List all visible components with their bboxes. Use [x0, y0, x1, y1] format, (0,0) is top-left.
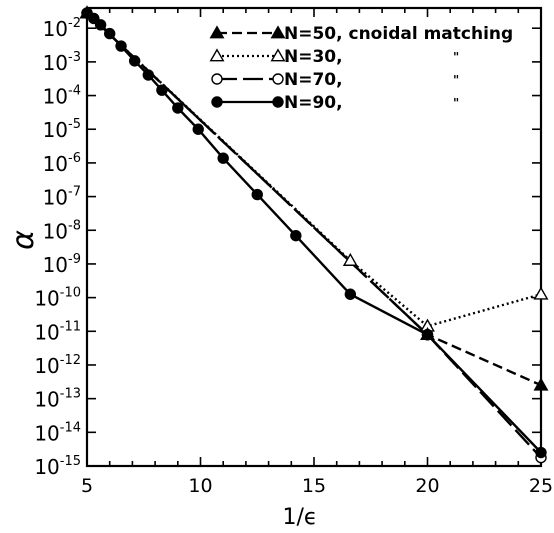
circle-filled-marker [535, 446, 547, 459]
y-tick-label: 10-12 [34, 353, 81, 378]
y-tick-label: 10-11 [34, 319, 81, 344]
circle-filled-marker [217, 152, 229, 164]
triangle-open-marker [533, 286, 549, 300]
series-markers-circle-filled [81, 7, 547, 459]
y-tick-label: 10-9 [43, 252, 81, 277]
legend-ditto: " [453, 73, 459, 87]
series-triangle-filled [86, 12, 542, 387]
circle-filled-marker [88, 12, 100, 25]
y-tick-label: 10-2 [43, 16, 81, 41]
x-tick-label: 15 [302, 475, 326, 497]
series-circle-filled [86, 12, 542, 454]
triangle-open-marker [270, 48, 286, 62]
circle-filled-marker [103, 27, 116, 40]
circle-filled-marker [142, 69, 154, 81]
series-line [86, 12, 542, 387]
legend: N=50, cnoidal matching N=30, " N=70, " N=90, " [209, 24, 513, 113]
legend-label: N=50, cnoidal matching [284, 24, 513, 44]
circle-open-marker [211, 73, 223, 85]
circle-filled-marker [290, 229, 302, 242]
y-axis-label: α [6, 230, 41, 250]
legend-ditto: " [453, 50, 459, 64]
triangle-open-marker [209, 48, 225, 62]
circle-filled-marker [172, 102, 184, 114]
triangle-open-marker [342, 252, 358, 266]
legend-label: N=90, [284, 93, 343, 113]
legend-ditto: " [453, 96, 459, 110]
x-tick-label: 10 [188, 475, 212, 497]
y-tick-label: 10-6 [43, 151, 81, 176]
x-axis-label: 1/ϵ [283, 505, 318, 530]
triangle-filled-marker [209, 25, 225, 39]
x-tick-label: 20 [415, 475, 439, 497]
y-tick-label: 10-3 [43, 50, 81, 75]
x-tick-label: 25 [529, 475, 553, 497]
series-line [86, 12, 542, 454]
y-tick-label: 10-5 [43, 117, 81, 142]
circle-filled-marker [192, 123, 204, 135]
triangle-filled-marker [270, 25, 286, 39]
circle-filled-marker [156, 84, 168, 96]
y-tick-label: 10-8 [43, 218, 81, 243]
circle-filled-marker [211, 96, 223, 108]
series-layer [79, 5, 549, 464]
circle-filled-marker [272, 96, 284, 108]
axes: 5 10 15 20 25 10-2 10-3 10-4 10-5 10-6 10-7 10-8 10-… [34, 6, 553, 497]
circle-filled-marker [421, 328, 434, 341]
x-tick-label: 5 [81, 475, 93, 497]
circle-filled-marker [251, 188, 263, 201]
legend-label: N=30, [284, 47, 343, 67]
legend-label: N=70, [284, 70, 343, 90]
circle-filled-marker [344, 288, 357, 300]
y-tick-label: 10-10 [34, 286, 81, 311]
y-tick-label: 10-13 [34, 387, 81, 412]
triangle-filled-marker [533, 377, 549, 391]
y-tick-label: 10-14 [34, 420, 81, 445]
y-tick-label: 10-7 [43, 185, 81, 210]
circle-filled-marker [115, 40, 127, 52]
circle-open-marker [272, 73, 284, 85]
y-tick-label: 10-4 [43, 84, 81, 109]
circle-filled-marker [128, 55, 141, 67]
circle-filled-marker [94, 19, 107, 31]
y-tick-label: 10-15 [34, 454, 81, 479]
